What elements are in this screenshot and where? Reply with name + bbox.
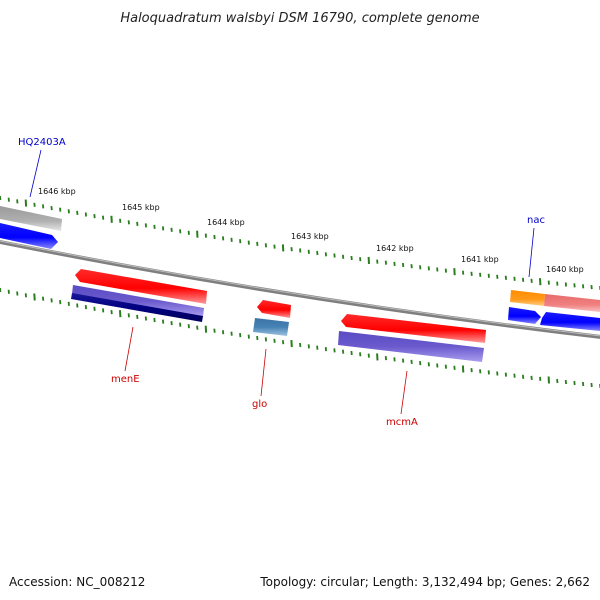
genome-summary-text: Topology: circular; Length: 3,132,494 bp… (259, 575, 590, 589)
label-nac[interactable]: nac (527, 215, 545, 278)
feature-mcma-purple-bar[interactable] (338, 331, 484, 362)
label-glo[interactable]: glo (252, 348, 267, 410)
gene-label-mcma[interactable]: mcmA (386, 417, 418, 428)
label-mene[interactable]: menE (111, 326, 140, 385)
genome-backbone (0, 239, 600, 339)
outer-tick-ring (0, 195, 600, 291)
feature-orange-bar[interactable] (510, 290, 545, 306)
gene-reverse-arrow-right[interactable] (540, 312, 600, 331)
gene-nac-arrow[interactable] (508, 307, 541, 324)
gene-label-mene[interactable]: menE (111, 374, 140, 385)
feature-gray-bar[interactable] (0, 206, 62, 231)
feature-salmon-bar[interactable] (544, 294, 600, 312)
tick-label-1645: 1645 kbp (122, 203, 160, 212)
gene-label-nac[interactable]: nac (527, 215, 545, 226)
label-mcma[interactable]: mcmA (386, 370, 418, 428)
feature-mene-navy-bar[interactable] (71, 293, 203, 322)
tick-label-1641: 1641 kbp (461, 255, 499, 264)
gene-label-glo[interactable]: glo (252, 399, 267, 410)
tick-label-1643: 1643 kbp (291, 232, 329, 241)
tick-label-1640: 1640 kbp (546, 265, 584, 274)
feature-mene-purple-bar[interactable] (72, 285, 204, 317)
gene-hq2403a-arrow[interactable] (0, 223, 58, 249)
feature-glo-steelblue-bar[interactable] (253, 318, 289, 336)
tick-labels: 1646 kbp 1645 kbp 1644 kbp 1643 kbp 1642… (38, 187, 584, 274)
gene-glo-arrow[interactable] (257, 300, 291, 318)
gene-label-hq2403a[interactable]: HQ2403A (18, 137, 66, 148)
tick-label-1644: 1644 kbp (207, 218, 245, 227)
label-hq2403a[interactable]: HQ2403A (18, 137, 66, 198)
tick-label-1646: 1646 kbp (38, 187, 76, 196)
map-title: Haloquadratum walsbyi DSM 16790, complet… (120, 11, 479, 26)
gene-mcma-arrow[interactable] (341, 314, 486, 343)
accession-text: Accession: NC_008212 (9, 575, 145, 589)
gene-mene-arrow[interactable] (75, 269, 207, 304)
tick-label-1642: 1642 kbp (376, 244, 414, 253)
inner-tick-ring (0, 287, 600, 389)
